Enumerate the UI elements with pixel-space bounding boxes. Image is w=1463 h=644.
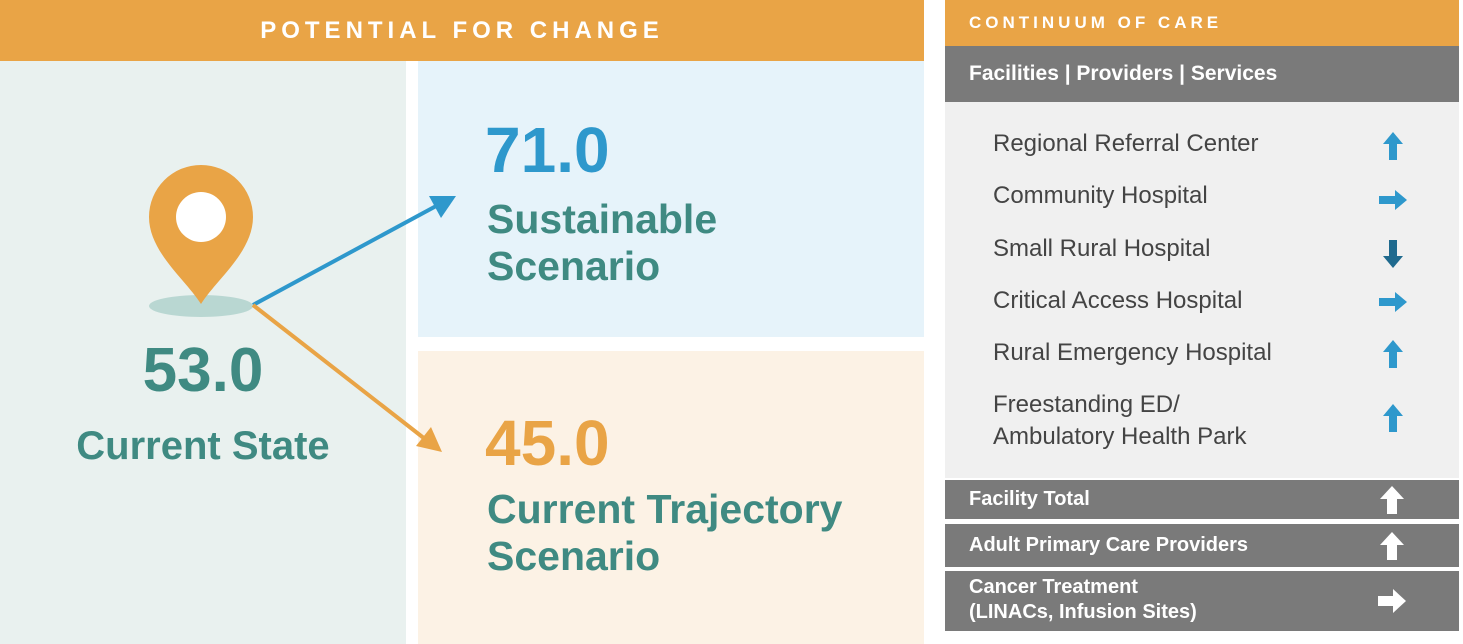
list-item-critical-access-hospital: Critical Access Hospital <box>993 287 1243 314</box>
sustainable-scenario-value: 71.0 <box>485 114 610 186</box>
arrow-up-icon <box>1380 486 1404 514</box>
current-state-label: Current State <box>76 424 330 468</box>
cancer-treatment-label: Cancer Treatment (LINACs, Infusion Sites… <box>969 575 1197 625</box>
arrow-right-icon <box>1378 589 1406 613</box>
sustainable-label-line2: Scenario <box>487 243 661 290</box>
adult-primary-care-label: Adult Primary Care Providers <box>969 534 1248 556</box>
facilities-providers-services-header: Facilities | Providers | Services <box>945 46 1459 102</box>
sustainable-label-line1: Sustainable <box>487 196 718 242</box>
sustainable-scenario-panel <box>418 61 924 337</box>
facility-total-label: Facility Total <box>969 488 1090 510</box>
arrow-to-sustainable-icon <box>252 196 456 307</box>
scenario-arrows <box>149 164 456 452</box>
summary-row-cancer-treatment: Cancer Treatment (LINACs, Infusion Sites… <box>945 571 1459 631</box>
pin-shadow <box>149 295 253 317</box>
trajectory-label-line2: Scenario <box>487 533 661 580</box>
arrow-down-icon <box>1383 240 1403 268</box>
cancer-treatment-line2: (LINACs, Infusion Sites) <box>969 601 1197 623</box>
summary-row-facility-total: Facility Total <box>945 480 1459 519</box>
list-item-rural-emergency-hospital: Rural Emergency Hospital <box>993 339 1272 366</box>
cancer-treatment-line1: Cancer Treatment <box>969 576 1138 598</box>
list-item-small-rural-hospital: Small Rural Hospital <box>993 235 1211 262</box>
current-state-panel <box>0 61 406 644</box>
arrow-right-icon <box>1379 190 1407 210</box>
continuum-of-care-header: CONTINUUM OF CARE <box>945 0 1459 46</box>
arrow-up-icon <box>1383 340 1403 368</box>
freestanding-line2: Ambulatory Health Park <box>993 423 1247 450</box>
facility-list: Regional Referral Center Community Hospi… <box>945 102 1459 478</box>
current-state-value: 53.0 <box>142 336 264 405</box>
freestanding-line1: Freestanding ED/ <box>993 391 1180 418</box>
arrow-up-icon <box>1383 132 1403 160</box>
list-item-freestanding-ed: Freestanding ED/ Ambulatory Health Park <box>993 389 1353 453</box>
sustainable-scenario-label: Sustainable Scenario <box>487 196 717 290</box>
continuum-of-care-panel: CONTINUUM OF CARE Facilities | Providers… <box>945 0 1459 644</box>
arrow-up-icon <box>1380 532 1404 560</box>
trajectory-scenario-value: 45.0 <box>485 407 610 479</box>
list-item-regional-referral-center: Regional Referral Center <box>993 130 1259 157</box>
map-pin-icon <box>149 164 253 304</box>
trajectory-scenario-panel <box>418 351 924 644</box>
summary-row-adult-primary-care: Adult Primary Care Providers <box>945 524 1459 567</box>
arrow-right-icon <box>1379 292 1407 312</box>
trajectory-label-line1: Current Trajectory <box>487 486 843 532</box>
arrow-to-trajectory-icon <box>251 303 442 452</box>
arrow-up-icon <box>1383 404 1403 432</box>
trajectory-scenario-label: Current Trajectory Scenario <box>487 486 842 580</box>
potential-for-change-banner: POTENTIAL FOR CHANGE <box>0 0 924 61</box>
list-item-community-hospital: Community Hospital <box>993 182 1208 209</box>
